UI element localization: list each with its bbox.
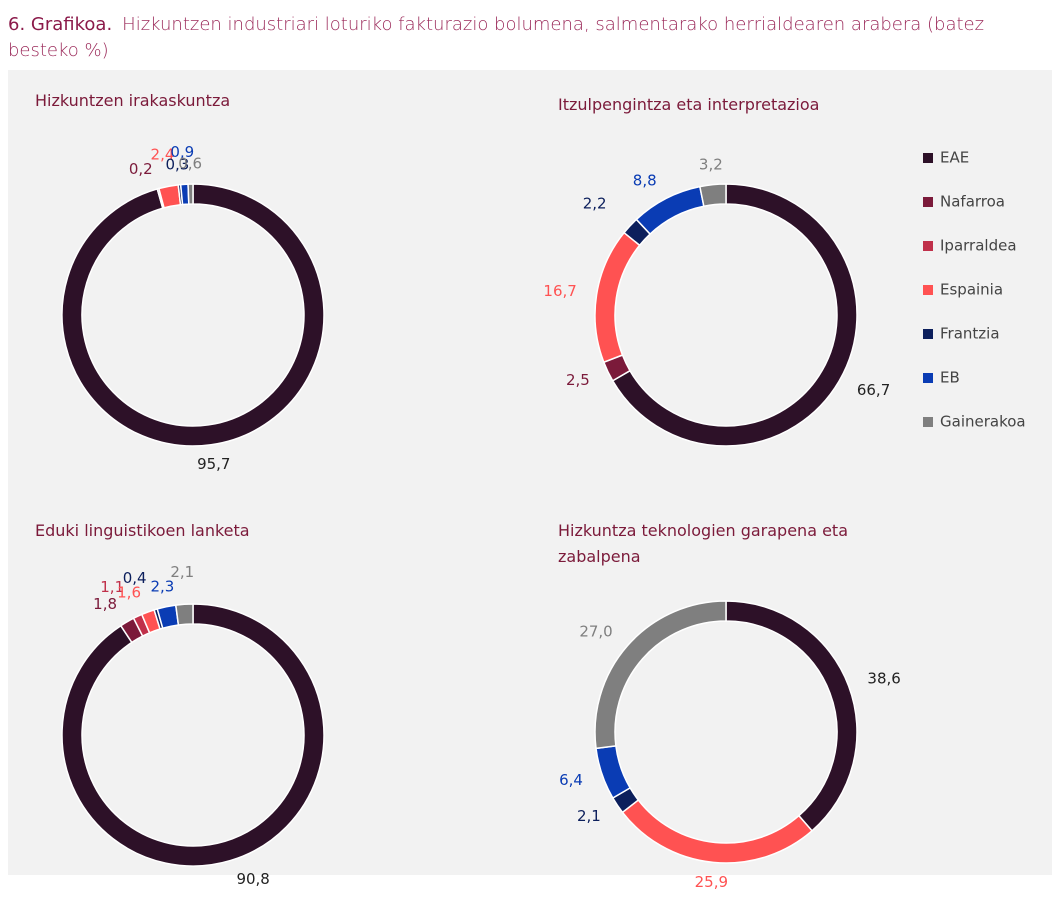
donut-segment: [594, 600, 727, 750]
donut-segment: [698, 183, 727, 208]
data-label: 16,7: [543, 282, 576, 300]
data-label: 2,3: [150, 578, 174, 596]
donut-segment: [61, 603, 325, 867]
legend-label: Iparraldea: [940, 237, 1017, 255]
data-label: 2,1: [170, 563, 194, 581]
data-label: 1,1: [100, 578, 124, 596]
data-label: 1,8: [93, 595, 117, 613]
legend-label: Frantzia: [940, 325, 1000, 343]
data-label: 0,2: [129, 160, 153, 178]
chart-title: Itzulpengintza eta interpretazioa: [558, 95, 820, 114]
chart-title: Hizkuntza teknologien garapena eta zabal…: [558, 521, 849, 566]
data-label: 6,4: [559, 771, 583, 789]
header: 6. Grafikoa. Hizkuntzen industriari lotur…: [8, 12, 1048, 64]
data-label: 2,2: [583, 195, 607, 213]
data-label: 95,7: [197, 455, 230, 473]
legend-label: EB: [940, 369, 960, 387]
data-label: 3,2: [699, 155, 723, 173]
legend-swatch: [923, 241, 933, 251]
data-label: 27,0: [579, 623, 612, 641]
legend-swatch: [923, 329, 933, 339]
data-label: 0,9: [170, 143, 194, 161]
legend-swatch: [923, 417, 933, 427]
legend-swatch: [923, 285, 933, 295]
data-label: 38,6: [867, 670, 900, 688]
donut-segment: [611, 183, 858, 447]
figure-title: Hizkuntzen industriari loturiko fakturaz…: [8, 14, 985, 61]
legend-label: EAE: [940, 149, 969, 167]
legend-swatch: [923, 153, 933, 163]
legend-swatch: [923, 197, 933, 207]
chart-title: Eduki linguistikoen lanketa: [35, 521, 250, 540]
donut-segment: [635, 185, 705, 236]
data-label: 0,4: [123, 569, 147, 587]
data-label: 2,4: [151, 145, 175, 163]
data-label: 90,8: [236, 870, 269, 888]
legend-label: Gainerakoa: [940, 413, 1026, 431]
donut-segment: [174, 603, 194, 626]
chart-title: Hizkuntzen irakaskuntza: [35, 91, 231, 110]
legend-label: Nafarroa: [940, 193, 1005, 211]
donut-segment: [61, 183, 325, 447]
data-label: 0,3: [165, 155, 189, 173]
data-label: 25,9: [695, 873, 728, 891]
donut-segment: [594, 231, 641, 364]
data-label: 2,5: [566, 371, 590, 389]
donut-segment: [187, 183, 194, 205]
data-label: 8,8: [633, 171, 657, 189]
data-label: 1,6: [117, 584, 141, 602]
data-label: 0,6: [178, 155, 202, 173]
donut-segment: [725, 600, 858, 832]
figure-number: 6. Grafikoa.: [8, 14, 113, 35]
data-label: 66,7: [857, 381, 890, 399]
data-label: 2,1: [577, 807, 601, 825]
legend-label: Espainia: [940, 281, 1003, 299]
donut-segment: [621, 798, 814, 864]
donut-segment: [595, 745, 632, 800]
legend-swatch: [923, 373, 933, 383]
